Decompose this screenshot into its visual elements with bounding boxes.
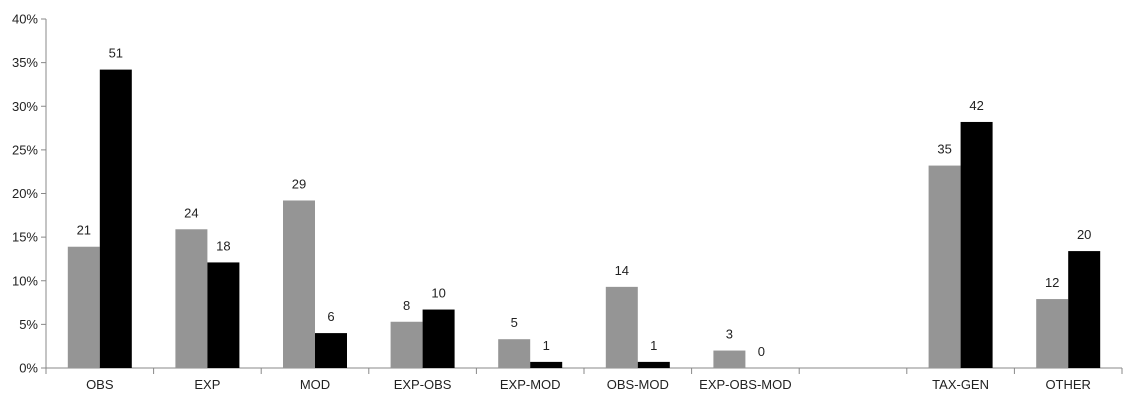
- x-category-label: EXP: [194, 377, 220, 392]
- bar-series-2: [207, 262, 240, 368]
- y-tick-label: 35%: [12, 55, 38, 70]
- x-category-label: OBS: [86, 377, 114, 392]
- data-label: 8: [403, 298, 410, 313]
- y-tick-label: 30%: [12, 99, 38, 114]
- x-category-label: EXP-MOD: [500, 377, 561, 392]
- y-tick-label: 25%: [12, 142, 38, 157]
- y-tick-label: 5%: [19, 317, 38, 332]
- y-tick-label: 0%: [19, 361, 38, 376]
- bar-series-2: [1068, 251, 1101, 368]
- x-category-label: OBS-MOD: [607, 377, 669, 392]
- data-label: 5: [511, 315, 518, 330]
- bar-series-1: [928, 165, 961, 368]
- data-label: 0: [758, 344, 765, 359]
- bar-series-1: [283, 200, 315, 368]
- data-label: 24: [184, 205, 198, 220]
- y-tick-label: 15%: [12, 230, 38, 245]
- y-tick-label: 20%: [12, 186, 38, 201]
- data-label: 35: [937, 142, 951, 157]
- x-category-label: OTHER: [1045, 377, 1091, 392]
- bar-series-2: [530, 361, 563, 368]
- data-label: 29: [292, 176, 306, 191]
- data-label: 3: [726, 327, 733, 342]
- bar-series-2: [99, 69, 132, 368]
- bar-series-1: [175, 229, 208, 368]
- y-tick-label: 40%: [12, 12, 38, 27]
- data-label: 12: [1045, 275, 1059, 290]
- data-label: 20: [1077, 227, 1091, 242]
- data-label: 51: [109, 46, 123, 61]
- chart-bars: [67, 69, 1101, 368]
- bar-series-1: [713, 350, 746, 368]
- bar-series-2: [637, 361, 670, 368]
- x-category-label: TAX-GEN: [932, 377, 989, 392]
- bar-series-1: [605, 286, 638, 368]
- data-label: 42: [969, 98, 983, 113]
- x-category-label: MOD: [300, 377, 330, 392]
- bar-series-1: [1036, 299, 1069, 368]
- bar-series-2: [960, 121, 993, 368]
- chart-labels: OBS EXP MOD EXP-OBS EXP-MOD OBS-MOD EXP-OBS-MO…: [77, 46, 1092, 392]
- bar-series-1: [67, 246, 100, 368]
- bar-series-2: [422, 309, 455, 368]
- data-label: 14: [615, 263, 629, 278]
- data-label: 1: [650, 338, 657, 353]
- y-tick-label: 10%: [12, 273, 38, 288]
- x-category-label: EXP-OBS-MOD: [699, 377, 791, 392]
- bar-series-1: [390, 321, 423, 368]
- data-label: 18: [216, 238, 230, 253]
- x-category-label: EXP-OBS: [394, 377, 452, 392]
- data-label: 6: [327, 309, 334, 324]
- data-label: 10: [431, 286, 445, 301]
- bar-series-1: [498, 339, 531, 368]
- data-label: 1: [543, 338, 550, 353]
- bar-series-2: [315, 333, 347, 368]
- data-label: 21: [77, 223, 91, 238]
